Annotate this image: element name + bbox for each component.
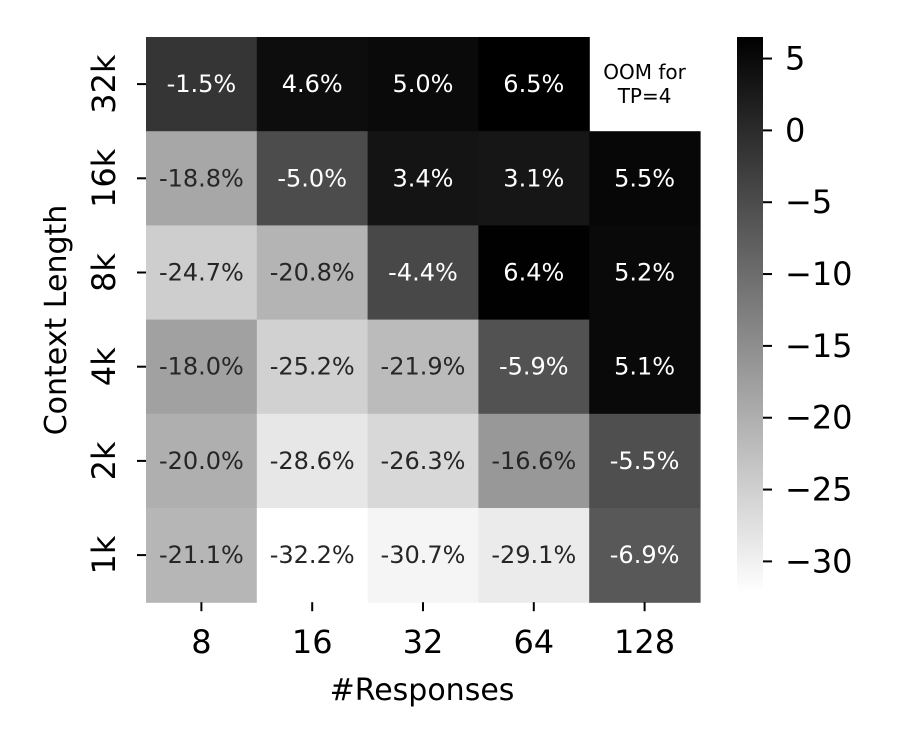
cell-value-label: -28.6%: [270, 447, 355, 475]
cell-value-label: -6.9%: [610, 541, 680, 569]
cell-value-label: 4.6%: [282, 70, 343, 98]
cell-value-label: 3.4%: [393, 164, 454, 192]
missing-cell-note-line: OOM for: [603, 60, 686, 84]
colorbar-tick-label: 5: [785, 40, 805, 78]
heatmap-cell: [478, 319, 590, 415]
cell-value-label: 3.1%: [503, 164, 564, 192]
colorbar-tick-label: −15: [785, 327, 853, 365]
cell-value-label: -21.1%: [159, 541, 244, 569]
y-tick-label: 8k: [85, 253, 123, 292]
heatmap-cell: [146, 508, 258, 603]
cell-value-label: 6.4%: [503, 259, 564, 287]
heatmap-cell: [146, 37, 258, 132]
colorbar-tick-label: −5: [785, 183, 832, 221]
cell-value-label: -20.8%: [270, 259, 355, 287]
x-tick-label: 128: [614, 623, 675, 661]
y-axis-label: Context Length: [39, 205, 74, 436]
heatmap-cell: [367, 225, 479, 321]
cell-value-label: -21.9%: [381, 353, 466, 381]
heatmap-cell: [367, 37, 479, 132]
heatmap-cell: [256, 225, 369, 321]
heatmap-cell: [256, 131, 369, 226]
heatmap-cell: [589, 225, 701, 321]
cell-value-label: 5.0%: [393, 70, 454, 98]
colorbar-tick-label: −30: [785, 542, 853, 580]
y-tick-label: 1k: [85, 535, 123, 574]
cell-value-label: -16.6%: [491, 447, 576, 475]
colorbar-tick-label: −25: [785, 471, 853, 509]
heatmap-cell: [146, 413, 258, 509]
cell-value-label: -30.7%: [381, 541, 466, 569]
colorbar-ticks: 5 0 −5 −10 −15 −20 −25 −30: [763, 40, 853, 580]
cell-value-label: -32.2%: [270, 541, 355, 569]
x-tick-label: 16: [292, 623, 333, 661]
heatmap-cell: [589, 508, 701, 603]
heatmap-cell: [478, 225, 590, 321]
y-tick-label: 2k: [85, 441, 123, 480]
heatmap-cell: [146, 131, 258, 226]
colorbar-tick-label: −10: [785, 255, 853, 293]
cell-value-label: -20.0%: [159, 447, 244, 475]
colorbar-gradient: [737, 37, 763, 593]
heatmap-cell: [146, 225, 258, 321]
heatmap-cell: [589, 413, 701, 509]
cell-value-label: 5.5%: [614, 164, 675, 192]
cell-value-label: -29.1%: [491, 541, 576, 569]
cell-value-label: -4.4%: [388, 259, 458, 287]
heatmap-cell: [589, 319, 701, 415]
cell-value-label: -5.0%: [277, 164, 347, 192]
cell-value-label: -18.8%: [159, 164, 244, 192]
missing-cell-note-line: TP=4: [617, 84, 672, 108]
cell-value-label: -26.3%: [381, 447, 466, 475]
colorbar-tick-label: 0: [785, 111, 805, 149]
cell-value-label: -18.0%: [159, 353, 244, 381]
cell-value-label: -5.9%: [499, 353, 569, 381]
x-axis-ticks: 8 16 32 64 128: [191, 602, 675, 661]
y-tick-label: 4k: [85, 347, 123, 386]
heatmap-cell: [146, 319, 258, 415]
cell-value-label: -25.2%: [270, 353, 355, 381]
cell-value-label: -1.5%: [167, 70, 237, 98]
heatmap-cell: [589, 131, 701, 226]
cell-value-label: 5.2%: [614, 259, 675, 287]
heatmap-cell: [478, 37, 590, 132]
heatmap-cell: [367, 413, 479, 509]
y-tick-label: 16k: [85, 148, 123, 208]
heatmap-cell: [478, 131, 590, 226]
x-tick-label: 64: [513, 623, 554, 661]
heatmap-cell: [478, 413, 590, 509]
cell-value-label: -24.7%: [159, 259, 244, 287]
x-axis-label: #Responses: [330, 673, 515, 708]
heatmap-cell: [256, 413, 369, 509]
heatmap-cell: [478, 508, 590, 603]
x-tick-label: 8: [191, 623, 211, 661]
heatmap-cell: [367, 131, 479, 226]
heatmap-cell: [367, 508, 479, 603]
colorbar-tick-label: −20: [785, 399, 853, 437]
y-axis-ticks: 32k 16k 8k 4k 2k 1k: [85, 54, 146, 575]
colorbar: 5 0 −5 −10 −15 −20 −25 −30: [737, 37, 853, 593]
heatmap-cell: [367, 319, 479, 415]
heatmap-cell: [256, 37, 369, 132]
heatmap-cell: [256, 508, 369, 603]
heatmap-cell: [256, 319, 369, 415]
y-tick-label: 32k: [85, 54, 123, 114]
cell-value-label: 5.1%: [614, 353, 675, 381]
cell-value-label: -5.5%: [610, 447, 680, 475]
cell-value-label: 6.5%: [503, 70, 564, 98]
x-tick-label: 32: [403, 623, 444, 661]
